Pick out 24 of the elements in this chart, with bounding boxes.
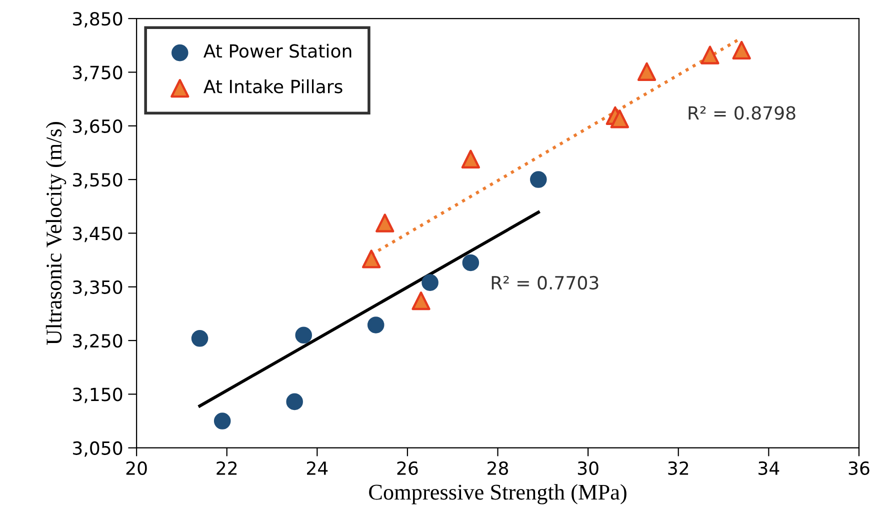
y-tick-label: 3,750 bbox=[73, 66, 122, 82]
x-tick-label: 36 bbox=[848, 461, 870, 476]
x-tick-label: 28 bbox=[488, 461, 508, 476]
x-tick-label: 30 bbox=[578, 461, 598, 476]
x-tick-label: 26 bbox=[397, 461, 418, 476]
legend-label: At Intake Pillars bbox=[204, 79, 342, 94]
legend-label: At Power Station bbox=[204, 44, 352, 58]
y-tick-label: 3,350 bbox=[73, 280, 122, 296]
annotation: R² = 0.8798 bbox=[688, 106, 796, 120]
x-axis-title: Compressive Strength (MPa) bbox=[369, 484, 626, 504]
y-tick-label: 3,650 bbox=[73, 119, 122, 135]
x-tick-label: 34 bbox=[758, 461, 780, 476]
x-tick-label: 24 bbox=[306, 461, 328, 475]
x-tick-label: 32 bbox=[668, 461, 688, 476]
y-tick-label: 3,050 bbox=[73, 441, 122, 457]
y-axis-title: Ultrasonic Velocity (m/s) bbox=[46, 122, 66, 345]
y-tick-label: 3,850 bbox=[73, 12, 122, 28]
x-tick-label: 20 bbox=[126, 461, 147, 476]
annotation: R² = 0.7703 bbox=[492, 276, 598, 290]
y-tick-label: 3,150 bbox=[73, 388, 122, 404]
y-tick-label: 3,250 bbox=[73, 334, 122, 350]
x-tick-label: 22 bbox=[216, 461, 237, 475]
y-tick-label: 3,450 bbox=[73, 226, 122, 242]
y-tick-label: 3,550 bbox=[73, 172, 122, 188]
